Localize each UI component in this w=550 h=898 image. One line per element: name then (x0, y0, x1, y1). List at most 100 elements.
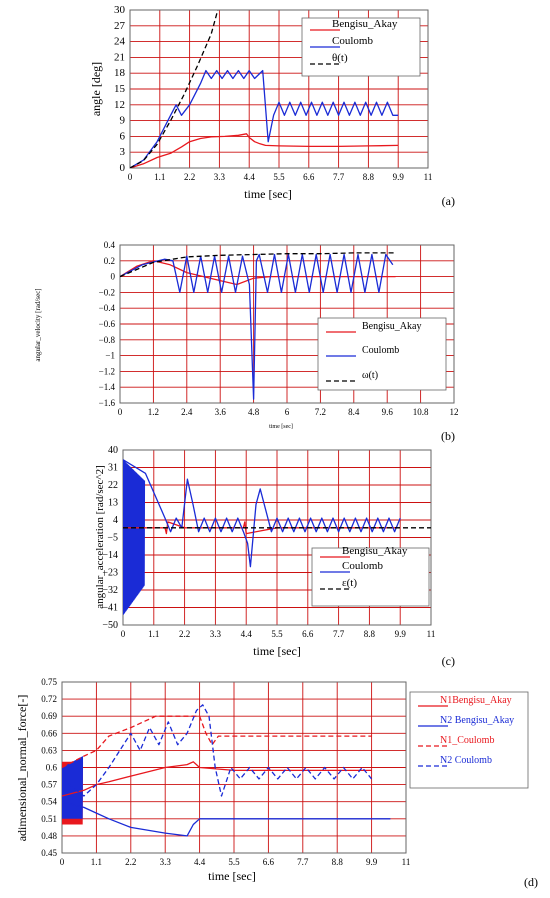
series-line-4 (62, 704, 373, 797)
x-tick-label: 8.8 (364, 629, 376, 639)
x-tick-label: 11 (402, 857, 411, 867)
y-tick-label: 4 (113, 515, 118, 526)
y-tick-label: 0 (111, 272, 116, 282)
legend-label: Bengisu_Akay (342, 545, 408, 557)
y-tick-label: 31 (108, 463, 118, 474)
y-tick-label: 0.72 (41, 694, 57, 704)
series-layer (130, 10, 399, 168)
panel-label: (d) (524, 875, 538, 889)
x-axis-label: time [sec] (253, 644, 301, 658)
x-tick-label: 7.7 (333, 172, 345, 182)
x-tick-label: 4.4 (194, 857, 206, 867)
legend-box (409, 691, 529, 789)
x-tick-label: 6 (285, 407, 290, 417)
y-tick-label: 13 (108, 498, 118, 509)
series-line-1 (62, 761, 372, 797)
x-tick-label: 4.8 (248, 407, 260, 417)
x-tick-label: 1.1 (91, 857, 102, 867)
series-burst (123, 459, 146, 615)
legend-label: Coulomb (362, 345, 399, 356)
y-tick-label: 0.63 (41, 745, 57, 755)
x-tick-label: 1.1 (154, 172, 165, 182)
x-tick-label: 7.7 (297, 857, 309, 867)
x-tick-label: 3.3 (160, 857, 172, 867)
x-tick-label: 9.6 (382, 407, 394, 417)
series-layer (123, 459, 431, 568)
x-tick-label: 0 (121, 629, 126, 639)
legend-label: N1Bengisu_Akay (440, 695, 512, 706)
x-tick-label: 12 (450, 407, 459, 417)
legend-box (311, 547, 430, 607)
y-tick-label: −1 (105, 351, 115, 361)
oscillation-burst (123, 459, 146, 615)
legend: Bengisu_Akay Coulomb θ(t) (301, 17, 421, 77)
panel-label: (c) (442, 654, 455, 668)
y-axis-label: angular_velocity [rad/sec] (34, 288, 42, 361)
y-tick-label: −5 (107, 533, 118, 544)
x-tick-label: 7.2 (315, 407, 326, 417)
y-tick-label: −0.8 (99, 335, 116, 345)
x-tick-label: 5.5 (273, 172, 285, 182)
y-tick-label: −0.6 (99, 319, 116, 329)
legend: N1Bengisu_Akay N2 Bengisu_Akay N1_Coulomb N… (409, 691, 529, 789)
y-tick-label: −0.4 (99, 303, 116, 313)
y-axis-label: angular_acceleration [rad/sec^2] (94, 465, 106, 609)
y-tick-label: −1.4 (99, 382, 116, 392)
y-tick-label: −1.6 (99, 398, 116, 408)
x-tick-label: 5.5 (271, 629, 283, 639)
x-tick-label: 5.5 (228, 857, 240, 867)
series-line-3 (120, 252, 396, 278)
y-tick-label: 9 (120, 115, 126, 127)
x-tick-label: 1.1 (148, 629, 159, 639)
legend-label: N2 Bengisu_Akay (440, 715, 514, 726)
legend-label: Bengisu_Akay (332, 18, 398, 30)
series-layer (62, 704, 391, 837)
panel-label: (b) (441, 429, 455, 443)
x-tick-label: 11 (424, 172, 433, 182)
y-tick-label: 0.4 (104, 240, 116, 250)
x-tick-label: 10.8 (413, 407, 429, 417)
chart-panel-4: 0 1.1 2.2 3.3 4.4 5.5 6.6 7.7 8.8 9.9 11 0.45 0.48 0.… (15, 677, 538, 889)
y-tick-label: −41 (102, 603, 118, 614)
y-tick-label: 0.54 (41, 797, 57, 807)
plot-frame (129, 9, 429, 169)
y-tick-label: −14 (102, 550, 118, 561)
y-tick-label: 0.51 (41, 814, 57, 824)
series-line-1 (130, 133, 399, 168)
legend-label: N2 Coulomb (440, 755, 492, 766)
legend: Bengisu_Akay Coulomb ε(t) (311, 545, 430, 607)
x-tick-label: 9.9 (393, 172, 405, 182)
x-axis-label: time [sec] (208, 869, 256, 883)
y-tick-label: 0.6 (46, 763, 58, 773)
x-tick-label: 4.4 (244, 172, 256, 182)
y-tick-label: 3 (120, 146, 126, 158)
y-tick-label: 0.48 (41, 831, 57, 841)
series-line-2 (120, 253, 394, 400)
x-tick-label: 3.3 (210, 629, 222, 639)
x-tick-label: 2.2 (179, 629, 190, 639)
x-axis-label: time [sec] (244, 187, 292, 201)
x-tick-label: 9.9 (395, 629, 407, 639)
y-tick-label: −1.2 (99, 366, 115, 376)
y-tick-label: 0.66 (41, 728, 57, 738)
x-tick-label: 1.2 (148, 407, 159, 417)
x-tick-label: 4.4 (241, 629, 253, 639)
x-tick-label: 2.2 (184, 172, 195, 182)
legend-label: Coulomb (342, 560, 383, 572)
y-tick-label: 6 (120, 130, 126, 142)
y-tick-label: −32 (102, 585, 118, 596)
legend-label: ω(t) (362, 370, 378, 381)
y-tick-label: 40 (108, 445, 118, 456)
legend-box (317, 317, 447, 391)
legend: Bengisu_Akay Coulomb ω(t) (317, 317, 447, 391)
x-tick-label: 0 (128, 172, 133, 182)
y-tick-label: −23 (102, 568, 118, 579)
legend-label: ε(t) (342, 577, 357, 589)
series-line-2 (130, 69, 399, 168)
series-line-2 (62, 801, 391, 837)
y-tick-label: −0.2 (99, 287, 115, 297)
x-tick-label: 2.4 (181, 407, 193, 417)
legend-label: Coulomb (332, 35, 373, 47)
legend-label: N1_Coulomb (440, 735, 494, 746)
